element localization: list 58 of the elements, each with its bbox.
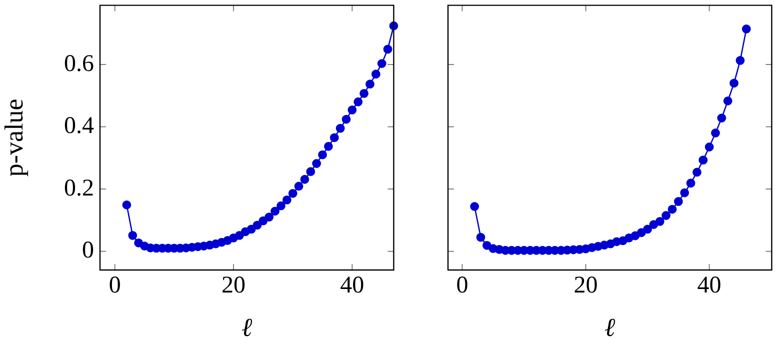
- point: [366, 80, 374, 89]
- point: [270, 206, 280, 216]
- point: [742, 24, 751, 34]
- point: [643, 224, 652, 234]
- point: [330, 133, 339, 142]
- point: [282, 195, 292, 204]
- point: [264, 212, 274, 222]
- point: [711, 128, 720, 138]
- point: [234, 230, 244, 240]
- point: [723, 96, 732, 106]
- point: [692, 168, 702, 177]
- point: [306, 167, 316, 176]
- point: [698, 156, 708, 165]
- point: [354, 97, 363, 106]
- point: [668, 204, 677, 214]
- y-tick-label: 0.4: [64, 113, 94, 140]
- x-tick-label: 20: [574, 272, 598, 299]
- point: [336, 124, 345, 133]
- point: [377, 59, 386, 68]
- x-tick-label: 40: [340, 272, 364, 299]
- point: [122, 200, 132, 210]
- point: [470, 202, 480, 211]
- point: [636, 228, 646, 238]
- point: [662, 211, 671, 220]
- x-tick-label: 40: [697, 272, 722, 299]
- point: [371, 70, 380, 79]
- x-axis-title: ℓ: [604, 313, 616, 342]
- point: [252, 220, 262, 230]
- x-tick-label: 20: [222, 272, 246, 299]
- point: [318, 150, 327, 160]
- point: [383, 44, 392, 54]
- y-tick-label: 0.6: [64, 50, 94, 77]
- x-tick-label: 0: [108, 272, 121, 299]
- y-tick-label: 0.2: [64, 175, 94, 202]
- point: [717, 114, 726, 122]
- point: [342, 114, 351, 124]
- x-tick-label: 0: [456, 272, 468, 299]
- point: [324, 142, 333, 151]
- point: [300, 174, 310, 184]
- point: [704, 142, 714, 152]
- point: [128, 230, 138, 240]
- point: [736, 56, 745, 65]
- point: [288, 188, 298, 198]
- point: [655, 216, 664, 226]
- point: [674, 197, 683, 206]
- point: [360, 88, 368, 98]
- point: [312, 159, 322, 168]
- point: [276, 201, 286, 210]
- x-axis-title: ℓ: [241, 313, 252, 342]
- point: [348, 105, 357, 114]
- y-tick-label: 0: [82, 238, 94, 264]
- y-axis-title: p-value: [0, 98, 28, 177]
- point: [686, 178, 696, 188]
- point: [476, 232, 486, 242]
- point: [294, 182, 304, 191]
- point: [680, 188, 690, 198]
- point: [246, 224, 256, 234]
- point: [730, 78, 738, 88]
